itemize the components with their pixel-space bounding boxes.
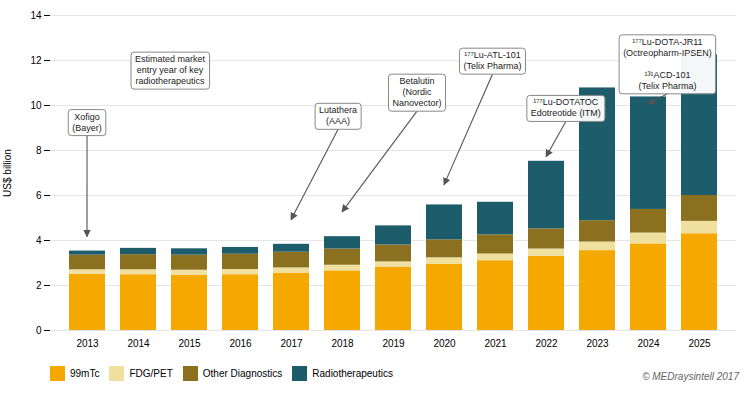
svg-text:2013: 2013 bbox=[76, 338, 99, 349]
svg-text:0: 0 bbox=[36, 325, 42, 336]
svg-text:¹⁷⁷Lu-DOTATOCEdotreotide (ITM): ¹⁷⁷Lu-DOTATOCEdotreotide (ITM) bbox=[531, 97, 601, 118]
svg-text:14: 14 bbox=[30, 10, 42, 21]
svg-text:Betalutin(NordicNanovector): Betalutin(NordicNanovector) bbox=[392, 76, 441, 108]
svg-text:2019: 2019 bbox=[382, 338, 405, 349]
svg-text:2018: 2018 bbox=[331, 338, 354, 349]
svg-text:2022: 2022 bbox=[535, 338, 558, 349]
html-text:99mTc: 99mTc bbox=[70, 368, 100, 379]
html-text:Radiotherapeutics: Radiotherapeutics bbox=[312, 368, 393, 379]
svg-text:¹⁷⁷Lu-DOTA-JR11(Octreopharm-IP: ¹⁷⁷Lu-DOTA-JR11(Octreopharm-IPSEN)¹³¹ACD… bbox=[623, 37, 712, 91]
svg-text:2025: 2025 bbox=[688, 338, 711, 349]
svg-text:6: 6 bbox=[36, 190, 42, 201]
html-text:FDG/PET: FDG/PET bbox=[129, 368, 173, 379]
svg-text:Xofigo(Bayer): Xofigo(Bayer) bbox=[72, 112, 102, 133]
html-text:Other Diagnostics: Other Diagnostics bbox=[202, 368, 283, 379]
svg-text:2014: 2014 bbox=[127, 338, 150, 349]
svg-text:2015: 2015 bbox=[178, 338, 201, 349]
svg-text:8: 8 bbox=[36, 145, 42, 156]
html-text:© MEDraysintell 2017: © MEDraysintell 2017 bbox=[642, 370, 739, 382]
svg-text:2024: 2024 bbox=[637, 338, 660, 349]
svg-text:2016: 2016 bbox=[229, 338, 252, 349]
svg-text:2: 2 bbox=[36, 280, 42, 291]
svg-text:Estimated marketentry year of: Estimated marketentry year of keyradioth… bbox=[135, 54, 206, 86]
svg-text:2020: 2020 bbox=[433, 338, 456, 349]
svg-text:2017: 2017 bbox=[280, 338, 303, 349]
svg-text:US$ billion: US$ billion bbox=[2, 149, 13, 197]
svg-text:2021: 2021 bbox=[484, 338, 507, 349]
svg-text:¹⁷⁷Lu-ATL-101(Telix Pharma): ¹⁷⁷Lu-ATL-101(Telix Pharma) bbox=[463, 50, 521, 71]
svg-text:2023: 2023 bbox=[586, 338, 609, 349]
svg-text:4: 4 bbox=[36, 235, 42, 246]
svg-text:Lutathera(AAA): Lutathera(AAA) bbox=[319, 105, 357, 126]
svg-text:12: 12 bbox=[30, 55, 42, 66]
svg-text:10: 10 bbox=[30, 100, 42, 111]
